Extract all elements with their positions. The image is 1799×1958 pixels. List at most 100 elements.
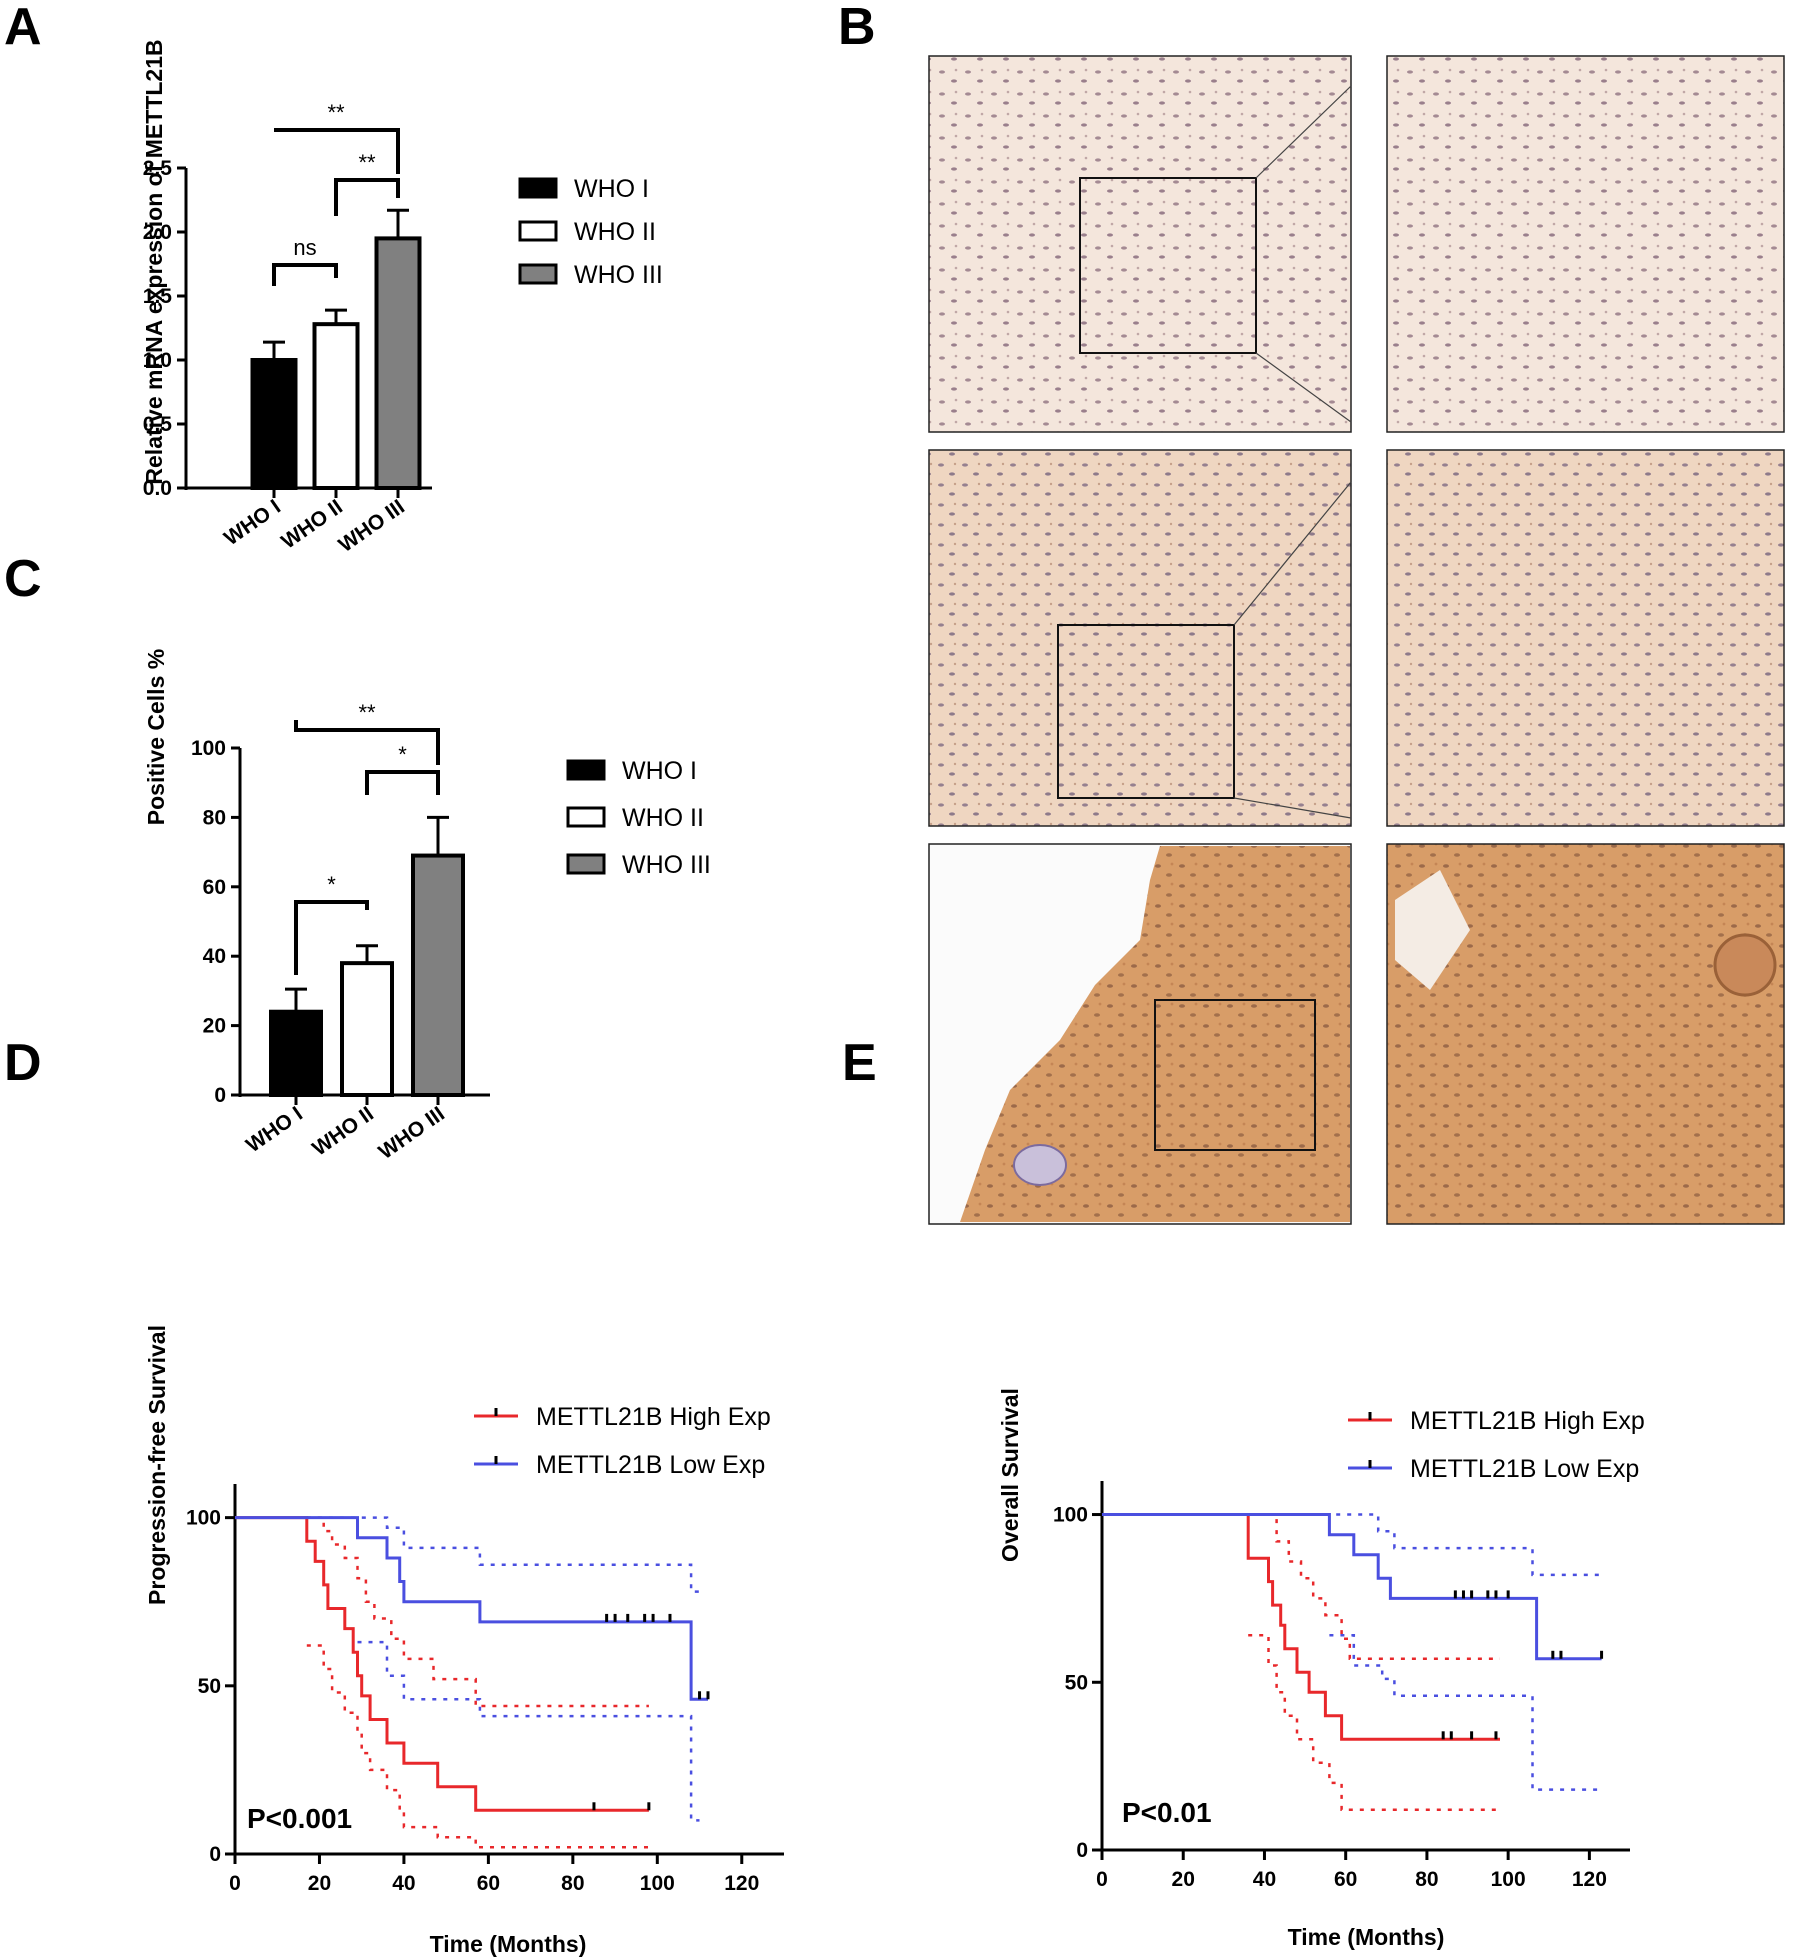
y-axis-label: Overall Survival	[997, 1388, 1023, 1562]
legend-swatch	[566, 759, 606, 781]
bar-who-i	[269, 1009, 323, 1097]
significance-label: **	[327, 100, 345, 125]
survival-curve-high	[235, 1516, 649, 1812]
significance-label: *	[398, 742, 407, 767]
ci-lower-low	[1329, 1634, 1602, 1791]
panel-label-c: C	[4, 550, 42, 608]
legend-swatch	[518, 220, 558, 242]
y-axis-label: Relative mRNA expression of METTL21B	[141, 39, 167, 484]
survival-curve-low	[1102, 1513, 1602, 1661]
legend-swatch	[566, 806, 606, 828]
legend-label: METTL21B Low Exp	[1410, 1455, 1639, 1483]
ihc-image-who2-high-mag	[1386, 449, 1785, 827]
significance-bracket	[334, 178, 400, 216]
y-tick-label: 40	[203, 945, 226, 968]
ci-upper-low	[306, 1516, 700, 1593]
significance-bracket	[294, 900, 369, 975]
y-tick-label: 2.0	[143, 221, 172, 244]
survival-curve-high	[1102, 1513, 1500, 1741]
legend-label: WHO III	[622, 851, 711, 879]
ihc-image-who2-low-mag	[928, 449, 1352, 827]
ihc-image-grid	[928, 55, 1785, 1225]
legend-label: WHO I	[622, 757, 697, 785]
x-tick-label: 60	[1334, 1868, 1357, 1891]
zoom-line	[1233, 797, 1352, 819]
legend-label: WHO II	[574, 218, 656, 246]
x-tick-label: 20	[308, 1872, 331, 1895]
x-tick-label: 120	[1572, 1868, 1607, 1891]
y-tick-label: 1.5	[143, 285, 173, 308]
zoom-box	[1079, 177, 1257, 354]
x-tick-label: 80	[561, 1872, 584, 1895]
legend-label: WHO II	[622, 804, 704, 832]
x-axis-label: Time (Months)	[1288, 1924, 1445, 1950]
bar-chart-a: Relative mRNA expression of METTL21B 0.0…	[141, 39, 663, 557]
x-tick-label: 0	[1096, 1868, 1108, 1891]
bar-who-iii	[374, 236, 422, 490]
x-tick-label: WHO II	[308, 1102, 378, 1160]
bar-who-ii	[340, 961, 394, 1098]
x-tick-label: 100	[640, 1872, 675, 1895]
km-curve-e: Overall Survival Time (Months) P<0.01 0 2…	[997, 1388, 1645, 1950]
legend-label: METTL21B High Exp	[1410, 1407, 1645, 1435]
y-tick-label: 60	[203, 876, 226, 899]
ci-upper-low	[1248, 1513, 1602, 1577]
x-tick-label: 40	[392, 1872, 415, 1895]
significance-bracket	[294, 720, 440, 765]
zoom-line	[1255, 352, 1352, 423]
x-tick-label: 120	[724, 1872, 759, 1895]
x-tick-label: 20	[1172, 1868, 1195, 1891]
x-axis-label: Time (Months)	[430, 1931, 587, 1957]
tissue-feature	[1713, 933, 1777, 997]
x-tick-label: 40	[1253, 1868, 1276, 1891]
ihc-image-who1-high-mag	[1386, 55, 1785, 433]
legend-label: METTL21B Low Exp	[536, 1451, 765, 1479]
zoom-box	[1154, 999, 1316, 1151]
y-tick-label: 0	[1076, 1839, 1088, 1862]
ci-upper-high	[1248, 1513, 1500, 1661]
p-value: P<0.01	[1122, 1797, 1212, 1828]
significance-label: *	[327, 872, 336, 897]
zoom-line	[1233, 481, 1352, 626]
ci-lower-high	[306, 1644, 649, 1849]
significance-bracket	[365, 770, 440, 795]
significance-bracket	[274, 128, 400, 174]
p-value: P<0.001	[247, 1803, 352, 1834]
x-tick-label: WHO I	[220, 495, 285, 550]
zoom-line	[1255, 85, 1352, 179]
bar-who-i	[250, 358, 298, 490]
zoom-box	[1057, 624, 1235, 799]
ci-upper-high	[306, 1516, 649, 1708]
significance-label: **	[358, 700, 376, 725]
legend-swatch	[518, 177, 558, 199]
y-axis-label: Positive Cells %	[143, 649, 169, 825]
x-tick-label: 80	[1415, 1868, 1438, 1891]
panel-label-d: D	[4, 1034, 42, 1092]
legend-label: WHO I	[574, 175, 649, 203]
y-tick-label: 100	[186, 1507, 221, 1530]
bar-who-iii	[411, 853, 465, 1097]
y-tick-label: 100	[1053, 1504, 1088, 1527]
panel-label-b: B	[838, 0, 876, 56]
ci-lower-low	[357, 1640, 700, 1822]
x-tick-label: 60	[477, 1872, 500, 1895]
significance-bracket	[272, 263, 338, 286]
x-tick-label: WHO II	[277, 495, 347, 553]
x-tick-label: 0	[229, 1872, 241, 1895]
x-tick-label: WHO I	[242, 1102, 307, 1157]
legend-swatch	[518, 263, 558, 285]
bar-who-ii	[312, 322, 360, 490]
tissue-feature	[1395, 870, 1470, 990]
significance-label: **	[358, 150, 376, 175]
y-tick-label: 20	[203, 1015, 226, 1038]
significance-label: ns	[293, 235, 316, 260]
ci-lower-high	[1248, 1634, 1500, 1811]
y-tick-label: 50	[1065, 1671, 1088, 1694]
ihc-image-who1-low-mag	[928, 55, 1352, 433]
panel-label-e: E	[842, 1034, 877, 1092]
y-tick-label: 0.5	[143, 413, 173, 436]
y-tick-label: 0	[214, 1084, 226, 1107]
y-tick-label: 100	[191, 737, 226, 760]
km-curve-d: Progression-free Survival Time (Months) …	[144, 1325, 784, 1957]
